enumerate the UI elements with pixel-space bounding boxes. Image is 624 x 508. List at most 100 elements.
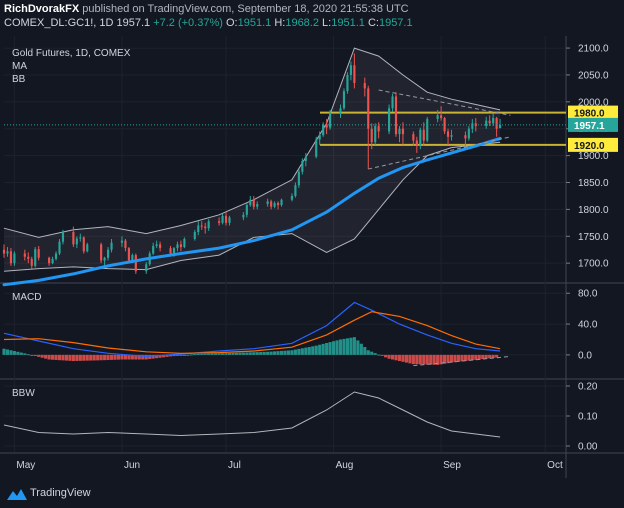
macd-histogram-bar xyxy=(168,354,173,357)
macd-histogram-bar xyxy=(207,353,211,355)
candle-body xyxy=(426,119,429,141)
candle-body xyxy=(398,128,401,135)
price-tick-label: 2050.0 xyxy=(578,70,609,81)
macd-histogram-bar xyxy=(148,354,152,360)
candle-body xyxy=(377,126,380,132)
key-level-tag-bg xyxy=(568,105,618,120)
candle-body xyxy=(387,108,391,132)
x-tick-label: Jun xyxy=(124,460,140,471)
macd-histogram-bar xyxy=(37,354,41,357)
price-legend-bb[interactable]: BB xyxy=(12,74,26,85)
candle-body xyxy=(204,226,207,229)
price-tick-label: 1800.0 xyxy=(578,205,609,216)
candle-body xyxy=(228,217,231,223)
candle-body xyxy=(467,128,470,139)
price-tick-label: 1750.0 xyxy=(578,232,609,243)
macd-histogram-bar xyxy=(47,354,51,360)
macd-histogram-bar xyxy=(449,354,454,363)
bbw-legend[interactable]: BBW xyxy=(12,388,35,399)
macd-histogram-bar xyxy=(51,354,55,360)
macd-histogram-bar xyxy=(359,343,363,355)
candle-body xyxy=(6,251,9,254)
macd-histogram-bar xyxy=(415,354,419,365)
candle-body xyxy=(169,248,172,254)
macd-histogram-bar xyxy=(352,337,356,355)
symbol-name[interactable]: COMEX_DL:GC1!, 1D xyxy=(4,17,114,29)
macd-histogram-bar xyxy=(425,354,429,365)
candle-body xyxy=(325,124,328,128)
macd-histogram-bar xyxy=(345,338,350,355)
macd-histogram-bar xyxy=(75,354,79,361)
price-change: +7.2 (+0.37%) xyxy=(153,17,223,29)
macd-histogram-bar xyxy=(23,353,27,355)
candle-body xyxy=(349,65,352,75)
price-tick-label: 1900.0 xyxy=(578,151,609,162)
macd-histogram-bar xyxy=(390,354,395,360)
candle-body xyxy=(54,253,58,259)
macd-histogram-bar xyxy=(387,354,391,359)
last-price-tag-bg xyxy=(568,117,618,132)
symbol-info: COMEX_DL:GC1!, 1D 1957.1 +7.2 (+0.37%) O… xyxy=(4,17,413,29)
macd-histogram-bar xyxy=(300,348,304,355)
candle-body xyxy=(276,202,280,206)
macd-histogram-bar xyxy=(61,354,65,361)
price-legend-ma[interactable]: MA xyxy=(12,61,27,72)
last-price: 1957.1 xyxy=(116,17,151,29)
macd-histogram-bar xyxy=(311,346,315,355)
macd-legend[interactable]: MACD xyxy=(12,292,42,303)
macd-histogram-bar xyxy=(234,352,238,355)
macd-histogram-bar xyxy=(273,351,277,355)
candle-body xyxy=(37,249,40,258)
macd-histogram-bar xyxy=(96,354,100,361)
price-tick-label: 2000.0 xyxy=(578,97,609,108)
macd-histogram-bar xyxy=(418,354,422,365)
macd-histogram-bar xyxy=(401,354,405,362)
tradingview-brand[interactable]: TradingView xyxy=(30,487,91,499)
candle-body xyxy=(273,202,276,207)
macd-line xyxy=(3,301,501,358)
candle-body xyxy=(464,135,467,139)
macd-histogram-bar xyxy=(304,347,308,355)
macd-histogram-bar xyxy=(370,351,374,355)
macd-histogram-bar xyxy=(286,350,291,355)
ohlc-l-value: 1951.1 xyxy=(331,17,365,29)
candle-body xyxy=(394,96,398,135)
macd-histogram-bar xyxy=(175,354,180,356)
candle-body xyxy=(13,253,16,264)
macd-histogram-bar xyxy=(283,350,287,355)
price-tick-label: 1850.0 xyxy=(578,178,609,189)
macd-histogram-bar xyxy=(162,354,166,358)
macd-histogram-bar xyxy=(193,354,197,356)
author-name[interactable]: RichDvorakFX xyxy=(4,3,80,15)
macd-histogram-bar xyxy=(422,354,426,365)
ohlc-l-key: L: xyxy=(322,17,332,29)
macd-histogram-bar xyxy=(158,354,162,358)
macd-histogram-bar xyxy=(488,354,492,359)
macd-histogram-bar xyxy=(137,354,141,360)
candle-body xyxy=(221,215,224,223)
candle-body xyxy=(48,257,51,264)
macd-histogram-bar xyxy=(89,354,93,361)
macd-histogram-bar xyxy=(12,351,16,355)
macd-histogram-bar xyxy=(290,350,294,355)
macd-histogram-bar xyxy=(33,354,37,356)
candle-body xyxy=(443,117,446,132)
macd-histogram-bar xyxy=(279,350,284,355)
candle-body xyxy=(315,139,318,157)
last-price-tag: 1957.1 xyxy=(574,121,605,132)
macd-histogram-bar xyxy=(99,354,103,361)
candle-body xyxy=(256,204,259,207)
candle-body xyxy=(207,221,210,229)
macd-histogram-bar xyxy=(19,352,23,355)
candle-body xyxy=(374,126,377,143)
macd-histogram-bar xyxy=(210,353,214,355)
candle-body xyxy=(200,225,203,227)
footer: TradingView xyxy=(0,480,624,508)
tradingview-logo-icon[interactable] xyxy=(6,486,28,502)
candle-body xyxy=(249,199,252,206)
price-tick-label: 2100.0 xyxy=(578,44,609,55)
macd-histogram-bar xyxy=(432,354,436,365)
macd-histogram-bar xyxy=(446,354,450,364)
candle-body xyxy=(100,244,103,261)
